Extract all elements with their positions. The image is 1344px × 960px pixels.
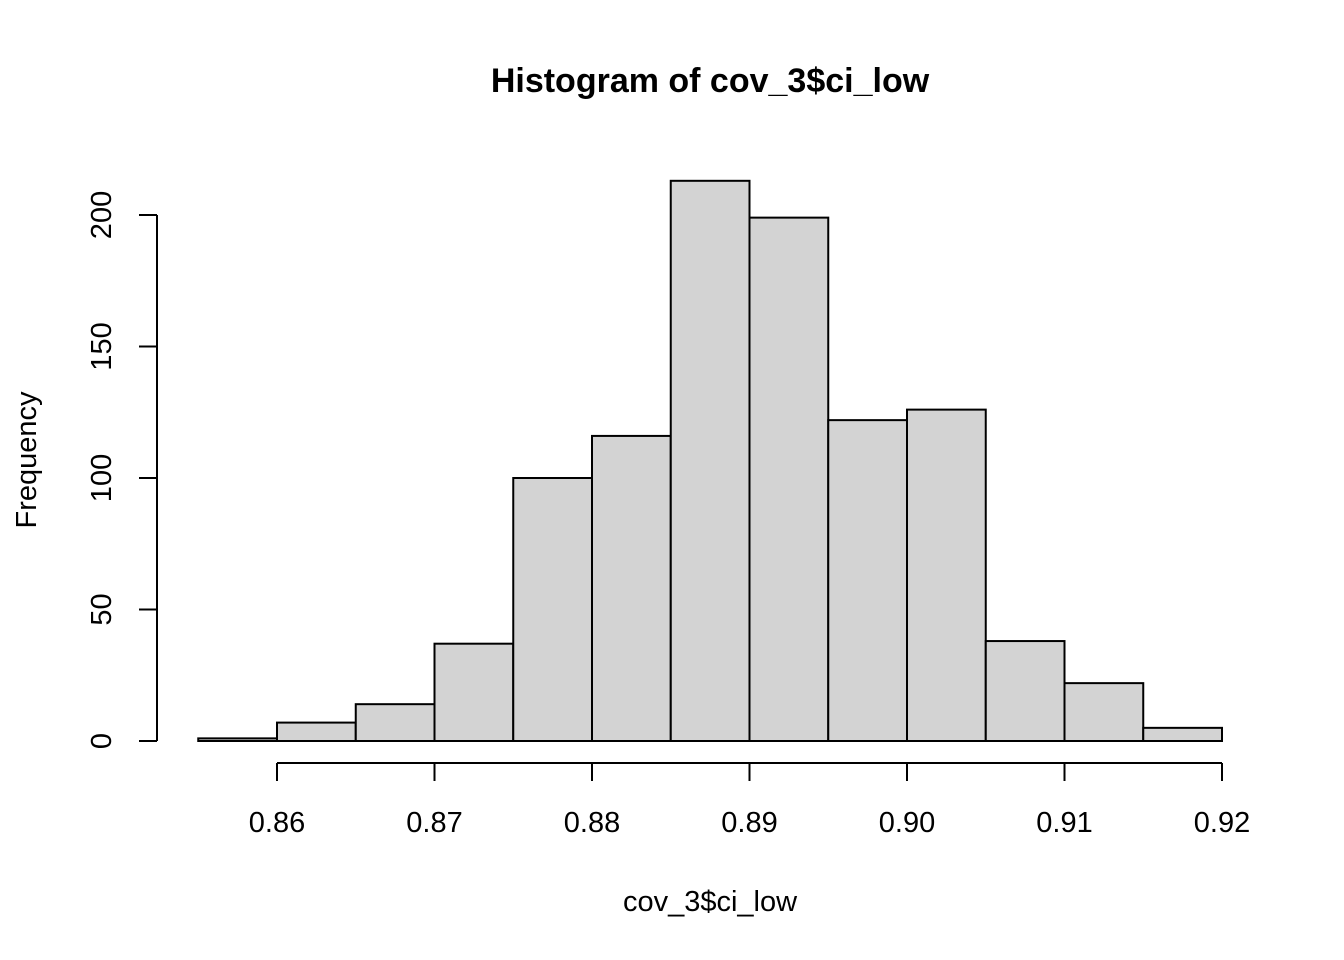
x-axis-label: cov_3$ci_low (623, 886, 798, 918)
x-tick-label: 0.91 (1036, 807, 1092, 839)
histogram-bar (827, 419, 908, 742)
x-axis: 0.86 0.87 0.88 0.89 0.90 0.91 0.92 (249, 762, 1250, 839)
y-tick-label: 0 (86, 733, 118, 749)
histogram-bar (669, 179, 751, 742)
histogram-bar (906, 408, 987, 742)
histogram-bar (433, 642, 515, 742)
x-tick-label: 0.87 (406, 807, 462, 839)
y-tick-label: 50 (86, 593, 118, 625)
y-tick-label: 100 (86, 454, 118, 502)
x-tick-label: 0.90 (879, 807, 935, 839)
y-axis-label: Frequency (11, 391, 43, 529)
histogram-bar (591, 434, 672, 742)
y-tick-label: 150 (86, 322, 118, 370)
y-axis: 0 50 100 150 200 (86, 191, 158, 749)
histogram-bar (512, 477, 593, 742)
bars-group (197, 179, 1223, 743)
chart-title: Histogram of cov_3$ci_low (491, 62, 930, 100)
x-tick-label: 0.92 (1194, 807, 1250, 839)
x-tick-label: 0.89 (721, 807, 777, 839)
histogram-bar (1142, 726, 1223, 742)
histogram-bar (276, 721, 357, 743)
histogram-bar (197, 737, 278, 742)
x-tick-label: 0.86 (249, 807, 305, 839)
histogram-bar (984, 640, 1066, 742)
y-tick-label: 200 (86, 191, 118, 239)
histogram-bar (354, 703, 436, 742)
x-tick-label: 0.88 (564, 807, 620, 839)
histogram-bar (748, 216, 830, 742)
histogram-bar (1063, 682, 1145, 743)
